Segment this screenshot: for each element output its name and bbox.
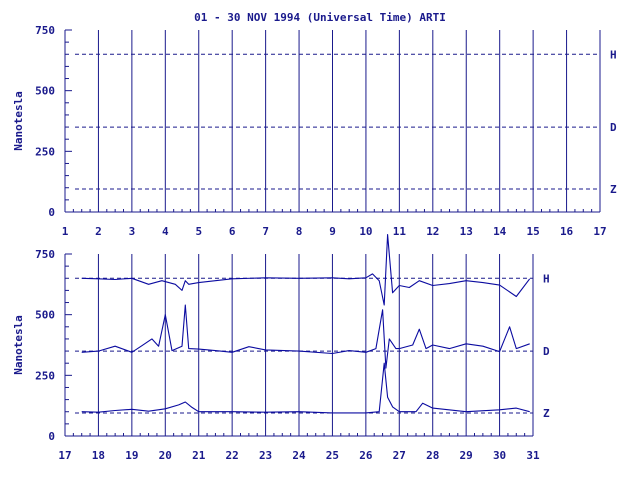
x-tick-label: 22 xyxy=(226,449,239,462)
x-tick-label: 6 xyxy=(229,225,236,238)
x-tick-label: 19 xyxy=(125,449,138,462)
component-label-h: H xyxy=(543,272,550,285)
x-tick-label: 15 xyxy=(527,225,540,238)
series-z-line xyxy=(81,362,530,414)
x-tick-label: 9 xyxy=(329,225,336,238)
x-tick-label: 10 xyxy=(359,225,372,238)
x-tick-label: 25 xyxy=(326,449,339,462)
x-tick-label: 12 xyxy=(426,225,439,238)
component-label-z: Z xyxy=(610,183,617,196)
x-tick-label: 17 xyxy=(58,449,71,462)
x-tick-label: 29 xyxy=(460,449,473,462)
x-tick-label: 17 xyxy=(593,225,606,238)
x-tick-label: 28 xyxy=(426,449,439,462)
x-tick-label: 24 xyxy=(292,449,306,462)
y-tick-label: 250 xyxy=(35,145,55,158)
x-tick-label: 5 xyxy=(195,225,202,238)
component-label-d: D xyxy=(543,345,550,358)
x-tick-label: 23 xyxy=(259,449,272,462)
x-tick-label: 16 xyxy=(560,225,574,238)
y-tick-label: 250 xyxy=(35,369,55,382)
y-axis-label: Nanotesla xyxy=(12,315,25,375)
component-label-h: H xyxy=(610,48,617,61)
component-label-d: D xyxy=(610,121,617,134)
y-tick-label: 750 xyxy=(35,248,55,261)
x-tick-label: 26 xyxy=(359,449,373,462)
x-tick-label: 14 xyxy=(493,225,507,238)
panel-nov-17-31: 0 250 500 750 17 18 19 20 21 22 23 24 25 26 27 28 29 30 31… xyxy=(12,234,550,462)
y-tick-label: 500 xyxy=(35,85,55,98)
chart-title: 01 - 30 NOV 1994 (Universal Time) ARTI xyxy=(194,11,446,24)
x-tick-label: 13 xyxy=(460,225,473,238)
x-tick-label: 21 xyxy=(192,449,206,462)
x-tick-label: 8 xyxy=(296,225,303,238)
x-tick-label: 3 xyxy=(129,225,136,238)
series-h-line xyxy=(81,234,531,306)
x-tick-label: 30 xyxy=(493,449,506,462)
x-tick-label: 31 xyxy=(526,449,540,462)
y-tick-label: 500 xyxy=(35,309,55,322)
x-tick-label: 27 xyxy=(393,449,406,462)
x-tick-label: 18 xyxy=(92,449,105,462)
x-tick-label: 2 xyxy=(95,225,102,238)
series-d-line xyxy=(81,304,530,369)
component-label-z: Z xyxy=(543,407,550,420)
y-tick-label: 0 xyxy=(48,206,55,219)
x-tick-label: 7 xyxy=(262,225,269,238)
x-tick-label: 4 xyxy=(162,225,169,238)
y-tick-label: 750 xyxy=(35,24,55,37)
y-tick-label: 0 xyxy=(48,430,55,443)
x-tick-label: 20 xyxy=(159,449,172,462)
x-tick-label: 11 xyxy=(393,225,407,238)
x-tick-label: 1 xyxy=(62,225,69,238)
y-axis-label: Nanotesla xyxy=(12,91,25,151)
